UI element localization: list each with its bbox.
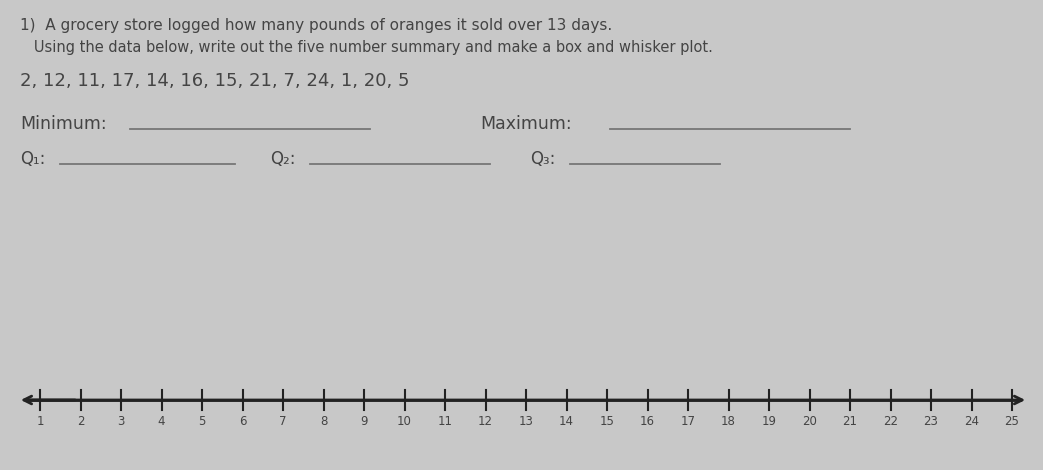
Text: 25: 25 — [1004, 415, 1019, 428]
Text: 6: 6 — [239, 415, 246, 428]
Text: 18: 18 — [721, 415, 736, 428]
Text: Q₂:: Q₂: — [270, 150, 295, 168]
Text: 12: 12 — [478, 415, 493, 428]
Text: 9: 9 — [360, 415, 368, 428]
Text: 10: 10 — [397, 415, 412, 428]
Text: Minimum:: Minimum: — [20, 115, 106, 133]
Text: 16: 16 — [640, 415, 655, 428]
Text: 20: 20 — [802, 415, 817, 428]
Text: 4: 4 — [157, 415, 165, 428]
Text: 1: 1 — [37, 415, 44, 428]
Text: 3: 3 — [117, 415, 125, 428]
Text: 19: 19 — [761, 415, 776, 428]
Text: 5: 5 — [198, 415, 205, 428]
Text: 11: 11 — [437, 415, 453, 428]
Text: 2: 2 — [77, 415, 84, 428]
Text: 13: 13 — [518, 415, 533, 428]
Text: 8: 8 — [320, 415, 328, 428]
Text: Maximum:: Maximum: — [480, 115, 572, 133]
Text: Q₁:: Q₁: — [20, 150, 46, 168]
Text: 22: 22 — [883, 415, 898, 428]
Text: 1)  A grocery store logged how many pounds of oranges it sold over 13 days.: 1) A grocery store logged how many pound… — [20, 18, 612, 33]
Text: Q₃:: Q₃: — [530, 150, 555, 168]
Text: 23: 23 — [923, 415, 939, 428]
Text: 14: 14 — [559, 415, 574, 428]
Text: 7: 7 — [280, 415, 287, 428]
Text: 17: 17 — [680, 415, 696, 428]
Text: 24: 24 — [964, 415, 979, 428]
Text: 21: 21 — [843, 415, 857, 428]
Text: 2, 12, 11, 17, 14, 16, 15, 21, 7, 24, 1, 20, 5: 2, 12, 11, 17, 14, 16, 15, 21, 7, 24, 1,… — [20, 72, 410, 90]
Text: Using the data below, write out the five number summary and make a box and whisk: Using the data below, write out the five… — [20, 40, 712, 55]
Text: 15: 15 — [600, 415, 614, 428]
